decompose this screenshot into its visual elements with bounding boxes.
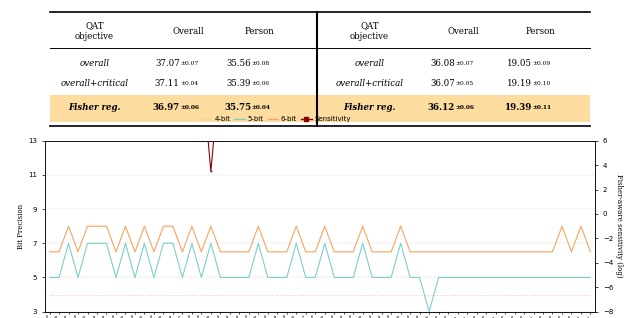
Text: 35.75: 35.75: [224, 102, 252, 112]
Text: ±0.07: ±0.07: [180, 61, 198, 66]
Y-axis label: Fisher-aware sensitivity (log): Fisher-aware sensitivity (log): [615, 174, 623, 278]
Text: 37.07: 37.07: [155, 59, 180, 68]
Text: Overall: Overall: [172, 27, 204, 36]
Text: ±0.10: ±0.10: [532, 81, 550, 86]
Text: 35.56: 35.56: [227, 59, 252, 68]
Text: QAT
objective: QAT objective: [350, 21, 389, 41]
Text: 35.39: 35.39: [227, 79, 252, 88]
Text: ±0.04: ±0.04: [252, 105, 271, 109]
Text: overall: overall: [79, 59, 109, 68]
Legend: 4-bit, 5-bit, 6-bit, Sensitivity: 4-bit, 5-bit, 6-bit, Sensitivity: [198, 114, 354, 125]
Text: Person: Person: [525, 27, 555, 36]
Text: 36.97: 36.97: [152, 102, 180, 112]
Text: ±0.08: ±0.08: [252, 61, 270, 66]
Text: 36.07: 36.07: [430, 79, 455, 88]
Text: ±0.04: ±0.04: [180, 81, 198, 86]
Y-axis label: Bit Precision: Bit Precision: [17, 204, 26, 249]
Text: 36.08: 36.08: [430, 59, 455, 68]
Text: overall+critical: overall+critical: [60, 79, 129, 88]
Text: 36.12: 36.12: [428, 102, 455, 112]
Text: ±0.05: ±0.05: [456, 81, 474, 86]
Text: Fisher reg.: Fisher reg.: [68, 102, 120, 112]
Text: 37.11: 37.11: [155, 79, 180, 88]
Bar: [51, 95, 589, 122]
Text: 19.39: 19.39: [505, 102, 532, 112]
Text: ±0.06: ±0.06: [252, 81, 270, 86]
Text: Fisher reg.: Fisher reg.: [343, 102, 396, 112]
Text: Person: Person: [244, 27, 275, 36]
Text: ±0.06: ±0.06: [180, 105, 199, 109]
Text: overall+critical: overall+critical: [335, 79, 404, 88]
Text: ±0.09: ±0.09: [532, 61, 550, 66]
Text: QAT
objective: QAT objective: [75, 21, 114, 41]
Text: ±0.06: ±0.06: [456, 105, 474, 109]
Text: Overall: Overall: [447, 27, 479, 36]
Text: 19.19: 19.19: [507, 79, 532, 88]
Text: ±0.11: ±0.11: [532, 105, 552, 109]
Text: ±0.07: ±0.07: [456, 61, 474, 66]
Text: overall: overall: [355, 59, 385, 68]
Text: 19.05: 19.05: [507, 59, 532, 68]
